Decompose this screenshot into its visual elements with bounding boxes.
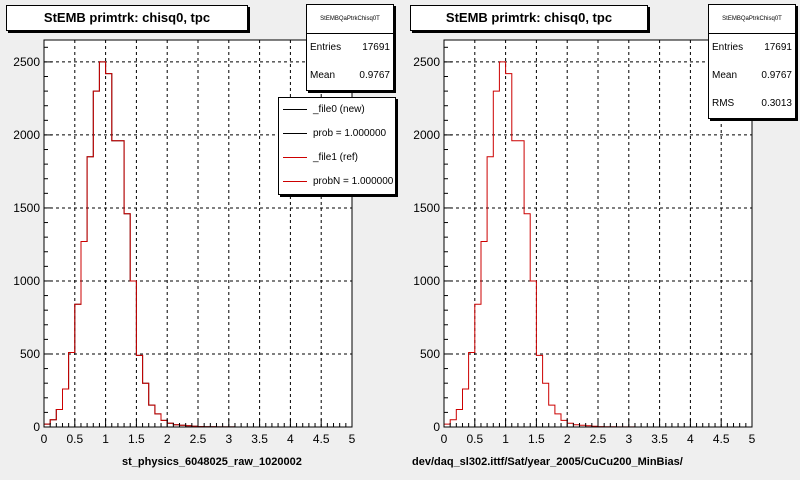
left-x-tick-label-0: 0 (41, 432, 48, 446)
right-x-tick-label-2.5: 2.5 (590, 432, 607, 446)
legend-entry-probn: probN = 1.000000 (279, 170, 395, 194)
left-x-tick-label-1: 1 (102, 432, 109, 446)
legend-entry-prob: prob = 1.000000 (279, 122, 395, 146)
left-stats-mean-label: Mean (310, 70, 336, 81)
left-stats-mean-value: 0.9767 (359, 70, 390, 81)
left-stats-row-mean: Mean 0.9767 (307, 62, 393, 90)
left-x-tick-label-2.5: 2.5 (190, 432, 207, 446)
right-stats-mean-label: Mean (712, 70, 738, 81)
left-x-tick-label-0.5: 0.5 (66, 432, 83, 446)
left-y-tick-label-500: 500 (20, 347, 40, 361)
right-stats-rms-label: RMS (712, 98, 735, 109)
left-x-tick-label-4: 4 (287, 432, 294, 446)
right-stats-box: StEMBQaPtrkChisq0T Entries 17691 Mean 0.… (708, 4, 796, 119)
legend-entry-file0: _file0 (new) (279, 98, 395, 122)
left-histogram-title: StEMB primtrk: chisq0, tpc (6, 5, 248, 31)
left-x-tick-label-3.5: 3.5 (251, 432, 268, 446)
right-x-axis-title: dev/daq_sl302.ittf/Sat/year_2005/CuCu200… (412, 456, 683, 468)
right-x-tick-label-4.5: 4.5 (713, 432, 730, 446)
legend-swatch-prob (283, 133, 307, 134)
right-y-tick-label-1000: 1000 (413, 274, 440, 288)
legend-label-probn: probN = 1.000000 (313, 176, 394, 187)
right-x-tick-label-0: 0 (441, 432, 448, 446)
left-histogram-pad: 0 0.5 1 1.5 2 2.5 3 3.5 4 4.5 5 0 500 1000 1500 2000 250… (6, 4, 396, 468)
left-x-tick-label-3: 3 (225, 432, 232, 446)
left-y-tick-label-2000: 2000 (13, 128, 40, 142)
right-x-tick-label-4: 4 (687, 432, 694, 446)
right-histogram-title: StEMB primtrk: chisq0, tpc (410, 5, 648, 31)
left-x-tick-label-4.5: 4.5 (313, 432, 330, 446)
left-stats-name: StEMBQaPtrkChisq0T (307, 5, 393, 34)
legend-label-file1: _file1 (ref) (313, 152, 359, 163)
legend-swatch-probn (283, 181, 307, 182)
legend-label-prob: prob = 1.000000 (313, 128, 387, 139)
right-x-tick-label-3.5: 3.5 (651, 432, 668, 446)
left-x-tick-label-2: 2 (164, 432, 171, 446)
right-x-tick-label-3: 3 (625, 432, 632, 446)
left-x-tick-label-5: 5 (349, 432, 356, 446)
right-y-tick-label-2000: 2000 (413, 128, 440, 142)
right-stats-row-rms: RMS 0.3013 (709, 90, 795, 118)
right-stats-entries-value: 17691 (764, 42, 792, 53)
left-y-tick-label-0: 0 (33, 420, 40, 434)
left-x-axis-title: st_physics_6048025_raw_1020002 (122, 456, 302, 468)
right-stats-row-mean: Mean 0.9767 (709, 62, 795, 90)
left-x-tick-label-1.5: 1.5 (128, 432, 145, 446)
right-histogram-plot: 0 0.5 1 1.5 2 2.5 3 3.5 4 4.5 5 0 500 1000 1500 2000 250… (413, 39, 756, 446)
legend-swatch-file1 (283, 157, 307, 158)
right-histogram-pad: 0 0.5 1 1.5 2 2.5 3 3.5 4 4.5 5 0 500 1000 1500 2000 250… (400, 0, 800, 480)
left-y-tick-label-2500: 2500 (13, 55, 40, 69)
right-y-tick-label-0: 0 (433, 420, 440, 434)
legend-entry-file1: _file1 (ref) (279, 146, 395, 170)
right-y-tick-label-500: 500 (420, 347, 440, 361)
legend-swatch-file0 (283, 109, 307, 110)
right-stats-name: StEMBQaPtrkChisq0T (709, 5, 795, 34)
right-stats-rms-value: 0.3013 (761, 98, 792, 109)
right-y-tick-label-1500: 1500 (413, 201, 440, 215)
left-y-tick-label-1000: 1000 (13, 274, 40, 288)
right-stats-entries-label: Entries (712, 42, 744, 53)
right-stats-row-entries: Entries 17691 (709, 34, 795, 62)
left-stats-box: StEMBQaPtrkChisq0T Entries 17691 Mean 0.… (306, 4, 394, 91)
legend-label-file0: _file0 (new) (313, 104, 365, 115)
right-x-tick-label-2: 2 (564, 432, 571, 446)
left-stats-entries-value: 17691 (362, 42, 390, 53)
left-y-tick-label-1500: 1500 (13, 201, 40, 215)
right-x-tick-label-1: 1 (502, 432, 509, 446)
left-legend: _file0 (new) prob = 1.000000 _file1 (ref… (278, 97, 396, 195)
right-x-tick-label-0.5: 0.5 (466, 432, 483, 446)
left-stats-row-entries: Entries 17691 (307, 34, 393, 62)
right-x-tick-label-5: 5 (749, 432, 756, 446)
right-x-tick-label-1.5: 1.5 (528, 432, 545, 446)
right-stats-mean-value: 0.9767 (761, 70, 792, 81)
right-y-tick-label-2500: 2500 (413, 55, 440, 69)
left-stats-entries-label: Entries (310, 42, 342, 53)
